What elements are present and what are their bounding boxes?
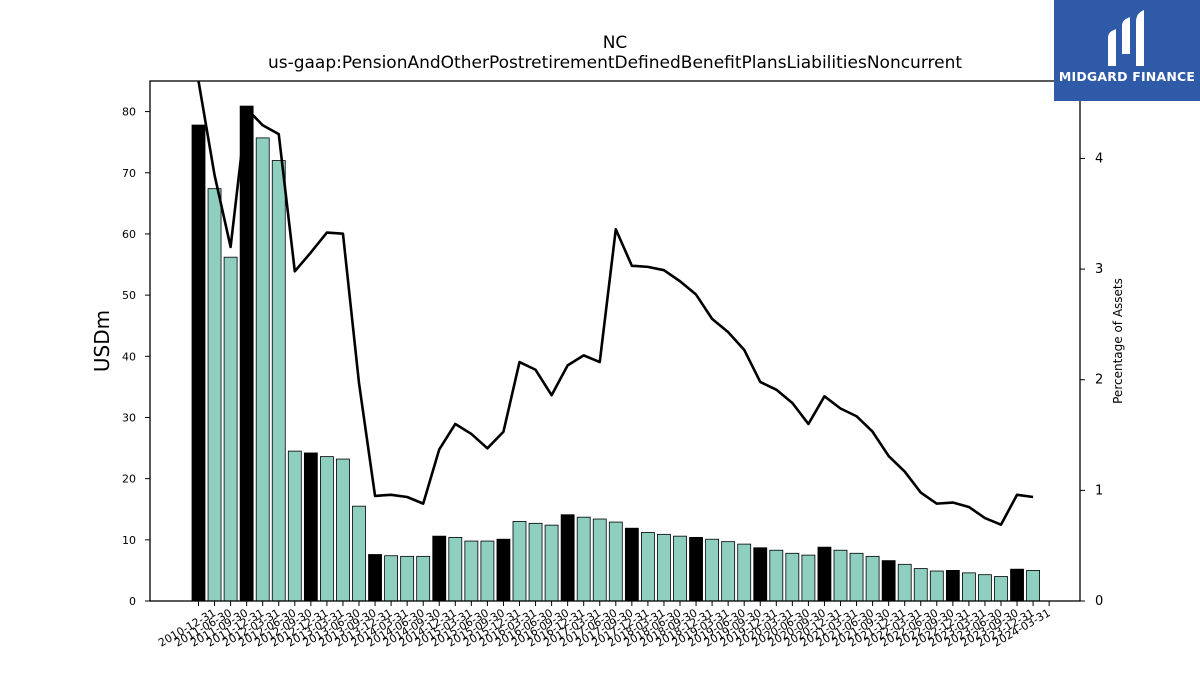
bar (576, 516, 591, 602)
y-tick-label: 70 (122, 167, 136, 180)
bar (352, 505, 366, 602)
bar (400, 555, 415, 602)
brand-logo: MIDGARD FINANCE (1054, 0, 1200, 101)
bar (480, 540, 495, 602)
bar (287, 450, 302, 602)
bar (223, 256, 238, 602)
x-axis: 2010-12-312011-06-302011-09-302011-12-31… (156, 601, 1053, 650)
bar (865, 555, 880, 602)
midgard-logo-icon (1108, 10, 1144, 66)
bar-group (191, 105, 1040, 602)
y-tick-label: 40 (122, 350, 136, 363)
bar (913, 568, 928, 602)
bar (608, 521, 623, 602)
y2-axis-label: Percentage of Assets (1111, 278, 1125, 404)
y-tick-label: 20 (122, 473, 136, 486)
bar (592, 518, 607, 602)
bar (849, 552, 864, 602)
plot-frame (149, 80, 1081, 602)
bar (657, 533, 671, 602)
y-axis-label: USDm (90, 310, 114, 372)
bar (544, 524, 559, 602)
right-axis: 0 1 2 3 4 (1080, 151, 1103, 609)
y-tick-label: 80 (122, 106, 136, 119)
chart-subtitle: us-gaap:PensionAndOtherPostretirementDef… (267, 53, 963, 73)
bar (255, 137, 270, 602)
bar (705, 538, 719, 602)
bar (512, 521, 527, 602)
bar (785, 552, 800, 602)
bar (528, 522, 543, 602)
bar (929, 570, 944, 602)
brand-name: MIDGARD FINANCE (1058, 69, 1196, 84)
y-tick-label: 10 (122, 534, 136, 547)
bar (1010, 568, 1024, 602)
bar (737, 543, 752, 602)
bar (432, 535, 447, 602)
y2-tick-label: 4 (1095, 151, 1103, 166)
bar (753, 547, 768, 602)
bar (191, 124, 206, 602)
bar (673, 535, 687, 602)
y-tick-label: 30 (122, 411, 136, 424)
y-tick-label: 50 (122, 289, 136, 302)
y2-tick-label: 0 (1095, 594, 1103, 609)
bar (560, 514, 575, 602)
bar (881, 560, 896, 602)
bar (945, 570, 960, 602)
ratio-line (197, 80, 1034, 526)
bar (978, 574, 992, 602)
bar (368, 554, 382, 602)
bar (239, 105, 254, 602)
bar (769, 549, 784, 602)
bar (897, 563, 912, 602)
chart-title: NC (602, 33, 628, 53)
y2-tick-label: 2 (1095, 373, 1103, 388)
left-axis: 0 10 20 30 40 50 60 70 80 (122, 106, 150, 608)
bar (464, 540, 479, 602)
y2-tick-label: 3 (1095, 262, 1103, 277)
bar (801, 554, 816, 602)
y-tick-label: 0 (129, 595, 136, 608)
bar (641, 532, 655, 602)
bar (384, 555, 399, 602)
bar (336, 458, 350, 602)
bar (207, 188, 222, 602)
bar (303, 452, 318, 602)
bar (271, 160, 286, 602)
bar (416, 555, 431, 602)
bar (624, 527, 639, 602)
bar (448, 536, 463, 602)
bar (496, 538, 511, 602)
bar (817, 546, 832, 602)
bar (721, 541, 736, 602)
bar (319, 456, 334, 602)
bar (994, 576, 1008, 602)
y2-tick-label: 1 (1095, 483, 1103, 498)
y-tick-label: 60 (122, 228, 136, 241)
bar (833, 549, 848, 602)
bar (1026, 570, 1040, 602)
bar (962, 572, 976, 602)
bar (689, 536, 703, 602)
